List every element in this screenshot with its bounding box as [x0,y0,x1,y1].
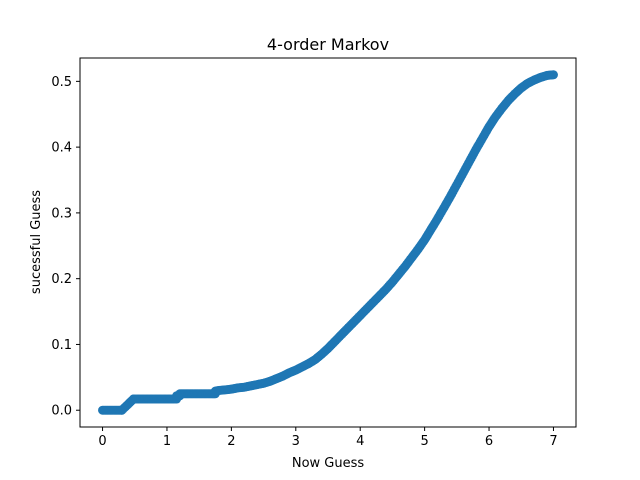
y-tick-label: 0.0 [51,404,72,419]
x-tick-label: 1 [163,434,171,449]
y-axis-title: sucessful Guess [29,190,44,294]
y-tick-label: 0.3 [51,206,72,221]
x-tick-label: 6 [485,434,493,449]
y-tick-label: 0.2 [51,272,72,287]
x-axis-title: Now Guess [292,456,365,471]
x-tick-label: 3 [292,434,300,449]
y-tick-label: 0.4 [51,141,72,156]
y-tick-label: 0.1 [51,338,72,353]
y-tick-label: 0.5 [51,75,72,90]
x-tick-label: 7 [549,434,557,449]
x-tick-label: 2 [227,434,235,449]
x-axis: 0 1 2 3 4 5 6 7 [98,427,558,449]
plot-area [98,70,558,415]
x-tick-label: 4 [356,434,364,449]
data-point [548,70,558,80]
axes-frame [79,57,577,428]
x-tick-label: 0 [98,434,106,449]
x-tick-label: 5 [420,434,428,449]
y-axis: 0.0 0.1 0.2 0.3 0.4 0.5 [51,75,80,419]
chart-title: 4-order Markov [267,35,389,54]
